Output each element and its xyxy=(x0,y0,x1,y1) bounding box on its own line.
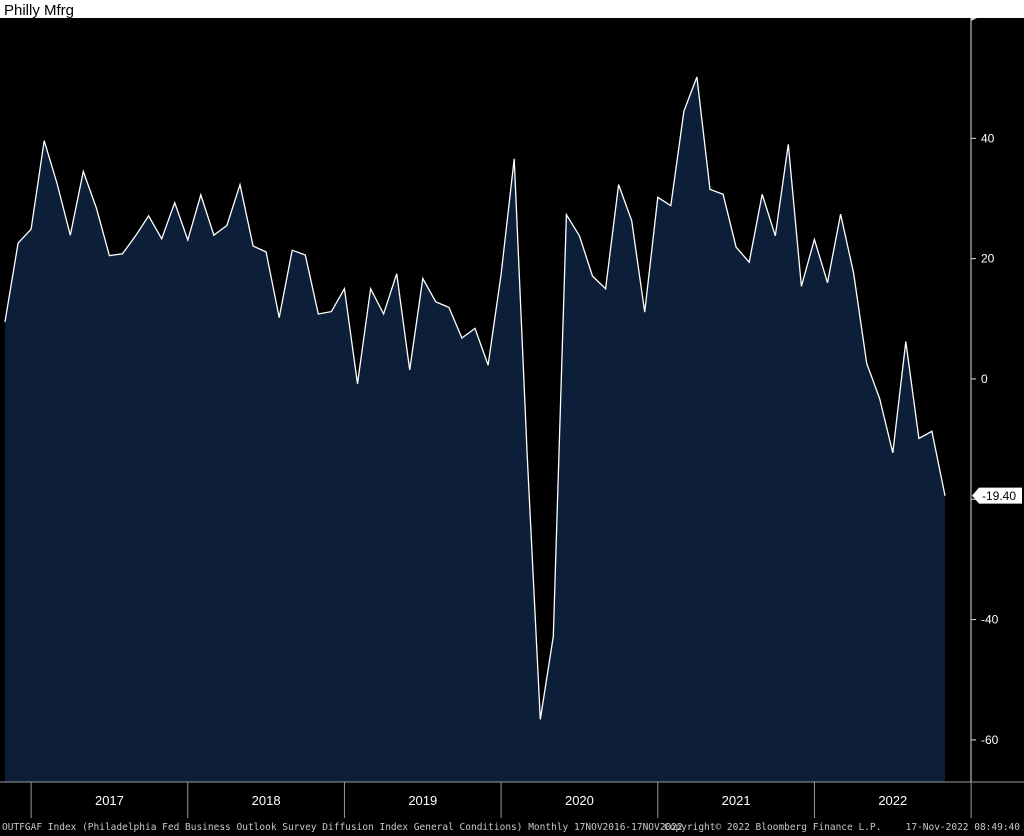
data-point xyxy=(134,235,136,237)
chart-title: Philly Mfrg xyxy=(4,2,75,19)
data-point xyxy=(121,253,123,255)
footer-timestamp: 17-Nov-2022 08:49:40 xyxy=(905,822,1020,833)
data-point xyxy=(161,238,163,240)
data-point xyxy=(670,205,672,207)
data-point xyxy=(4,321,6,323)
data-point xyxy=(800,285,802,287)
data-point xyxy=(56,183,58,185)
data-point xyxy=(617,183,619,185)
data-point xyxy=(422,277,424,279)
footer-source: OUTFGAF Index (Philadelphia Fed Business… xyxy=(2,822,683,833)
data-point xyxy=(591,275,593,277)
data-point xyxy=(657,196,659,198)
data-point xyxy=(382,313,384,315)
data-point xyxy=(448,306,450,308)
data-point xyxy=(317,313,319,315)
data-point xyxy=(226,224,228,226)
data-point xyxy=(147,215,149,217)
data-point xyxy=(748,261,750,263)
data-point xyxy=(774,235,776,237)
x-year-label: 2021 xyxy=(722,793,751,808)
area-fill xyxy=(5,77,945,782)
data-point xyxy=(304,254,306,256)
data-point xyxy=(761,193,763,195)
data-point xyxy=(43,140,45,142)
data-point xyxy=(174,202,176,204)
data-point xyxy=(813,238,815,240)
last-value-label: -19.40 xyxy=(982,489,1016,503)
series-line xyxy=(4,76,946,720)
data-point xyxy=(278,316,280,318)
data-point xyxy=(291,249,293,251)
data-point xyxy=(95,207,97,209)
data-point xyxy=(826,282,828,284)
x-year-label: 2020 xyxy=(565,793,594,808)
data-point xyxy=(239,183,241,185)
data-point xyxy=(735,246,737,248)
data-point xyxy=(879,398,881,400)
x-year-label: 2018 xyxy=(252,793,281,808)
data-point xyxy=(435,301,437,303)
data-point xyxy=(839,213,841,215)
data-point xyxy=(487,364,489,366)
data-point xyxy=(500,273,502,275)
data-point xyxy=(604,288,606,290)
data-point xyxy=(513,158,515,160)
data-point xyxy=(866,362,868,364)
data-point xyxy=(356,383,358,385)
data-point xyxy=(787,143,789,145)
data-point xyxy=(69,234,71,236)
data-point xyxy=(396,273,398,275)
y-tick-label: -40 xyxy=(981,613,999,627)
y-tick-label: 20 xyxy=(981,252,995,266)
data-point xyxy=(108,254,110,256)
data-point xyxy=(17,242,19,244)
last-value-flag xyxy=(972,487,1022,504)
data-point xyxy=(200,194,202,196)
data-point xyxy=(918,437,920,439)
data-point xyxy=(30,228,32,230)
data-point xyxy=(696,76,698,78)
data-point xyxy=(644,311,646,313)
data-point xyxy=(905,340,907,342)
y-tick-label: -60 xyxy=(981,733,999,747)
footer-bar: OUTFGAF Index (Philadelphia Fed Business… xyxy=(0,818,1024,836)
y-tick-label: 40 xyxy=(981,131,995,145)
data-point xyxy=(461,337,463,339)
data-point xyxy=(82,170,84,172)
data-point xyxy=(330,310,332,312)
data-point xyxy=(252,245,254,247)
data-point xyxy=(187,239,189,241)
area-chart: -60 -40 0 20 40 -19.40 2017 2018 2019 2020 2021 202… xyxy=(0,18,1024,818)
data-point xyxy=(683,110,685,112)
data-point xyxy=(931,430,933,432)
data-point xyxy=(709,188,711,190)
data-point xyxy=(944,495,946,497)
data-point xyxy=(578,235,580,237)
data-point xyxy=(722,193,724,195)
data-point xyxy=(892,452,894,454)
data-point xyxy=(213,234,215,236)
footer-copyright: Copyright© 2022 Bloomberg Finance L.P. xyxy=(664,822,882,833)
data-point xyxy=(265,251,267,253)
data-point xyxy=(552,635,554,637)
x-year-label: 2022 xyxy=(878,793,907,808)
data-point xyxy=(852,272,854,274)
data-point xyxy=(539,718,541,720)
data-point xyxy=(474,327,476,329)
data-point xyxy=(409,369,411,371)
chart-panel: -60 -40 0 20 40 -19.40 2017 2018 2019 2020 2021 202… xyxy=(0,18,1024,818)
data-point xyxy=(565,214,567,216)
y-tick-label: 0 xyxy=(981,372,988,386)
y-axis-top-marker xyxy=(971,18,977,21)
data-point xyxy=(369,288,371,290)
data-point xyxy=(343,288,345,290)
data-point xyxy=(631,220,633,222)
data-point xyxy=(526,454,528,456)
x-year-label: 2019 xyxy=(408,793,437,808)
x-year-label: 2017 xyxy=(95,793,124,808)
